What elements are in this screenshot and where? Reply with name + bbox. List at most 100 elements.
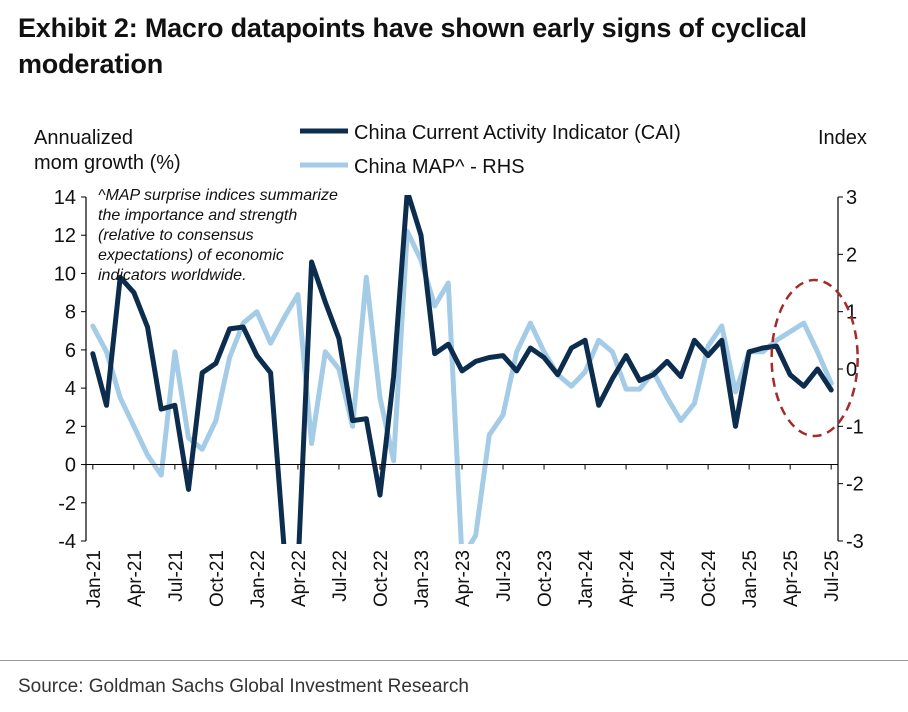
x-tick-label: Oct-22 <box>371 550 392 607</box>
x-tick-label: Jul-22 <box>330 550 351 602</box>
data-point-map <box>213 418 218 423</box>
data-point-cai <box>514 368 519 373</box>
x-tick-label: Oct-23 <box>535 550 556 607</box>
note-line: the importance and strength <box>98 207 297 224</box>
data-point-cai <box>583 338 588 343</box>
data-point-cai <box>651 372 656 377</box>
data-point-cai <box>624 353 629 358</box>
data-point-map <box>569 384 574 389</box>
data-point-cai <box>213 361 218 366</box>
x-tick-label: Jul-21 <box>166 550 187 602</box>
y-tick-label-left: 14 <box>54 187 76 209</box>
y-tick-label-left: 8 <box>65 302 76 324</box>
data-point-cai <box>172 403 177 408</box>
data-point-map <box>378 395 383 400</box>
data-point-cai <box>829 388 834 393</box>
data-point-cai <box>473 359 478 364</box>
data-point-cai <box>268 370 273 375</box>
data-point-map <box>528 321 533 326</box>
data-point-map <box>487 432 492 437</box>
data-point-map <box>610 349 615 354</box>
note-line: indicators worldwide. <box>98 267 247 284</box>
x-tick-label: Jul-24 <box>658 550 679 602</box>
data-point-cai <box>555 372 560 377</box>
data-point-map <box>323 349 328 354</box>
data-point-cai <box>788 372 793 377</box>
y-tick-label-right: 2 <box>846 244 857 266</box>
x-tick-label: Oct-24 <box>699 550 720 607</box>
x-tick-label: Jan-22 <box>248 550 269 608</box>
data-point-cai <box>501 353 506 358</box>
note-line: (relative to consensus <box>98 227 254 244</box>
data-point-cai <box>719 338 724 343</box>
data-point-cai <box>692 338 697 343</box>
data-point-map <box>282 315 287 320</box>
data-point-map <box>159 473 164 478</box>
data-point-map <box>200 447 205 452</box>
data-point-cai <box>542 355 547 360</box>
y-tick-label-left: 12 <box>54 225 76 247</box>
data-point-map <box>90 324 95 329</box>
data-point-map <box>336 367 341 372</box>
data-point-map <box>254 309 259 314</box>
data-point-cai <box>446 342 451 347</box>
data-point-map <box>309 441 314 446</box>
x-tick-label: Apr-22 <box>289 550 310 607</box>
data-point-cai <box>364 416 369 421</box>
y-tick-label-right: -1 <box>846 416 864 438</box>
data-point-cai <box>706 353 711 358</box>
x-tick-label: Jan-25 <box>740 550 761 608</box>
data-point-map <box>268 341 273 346</box>
y-tick-label-right: -3 <box>846 531 864 553</box>
x-tick-label: Jan-24 <box>576 550 597 609</box>
data-point-cai <box>200 370 205 375</box>
highlight-ellipse <box>770 278 859 438</box>
data-point-map <box>596 338 601 343</box>
data-point-cai <box>241 325 246 330</box>
data-point-map <box>624 387 629 392</box>
data-point-cai <box>487 355 492 360</box>
x-tick-label: Jul-25 <box>822 550 843 602</box>
data-point-map <box>104 349 109 354</box>
x-tick-label: Jan-21 <box>84 550 105 608</box>
data-point-cai <box>309 260 314 265</box>
data-point-map <box>637 387 642 392</box>
y-tick-label-left: 0 <box>65 455 76 477</box>
y-tick-label-right: 3 <box>846 187 857 209</box>
data-point-cai <box>186 487 191 492</box>
x-tick-label: Oct-21 <box>207 550 228 607</box>
data-point-map <box>391 458 396 463</box>
note-line: expectations) of economic <box>98 247 284 264</box>
y-tick-label-right: 1 <box>846 302 857 324</box>
data-point-cai <box>610 376 615 381</box>
data-point-map <box>364 275 369 280</box>
data-point-map <box>172 349 177 354</box>
series-line-cai <box>90 195 834 544</box>
data-point-map <box>186 435 191 440</box>
data-point-map <box>706 344 711 349</box>
series-line-map <box>90 228 834 544</box>
data-point-map <box>227 355 232 360</box>
y-axis-left-title-line1: Annualized <box>34 127 133 149</box>
data-point-cai <box>336 336 341 341</box>
data-point-cai <box>323 300 328 305</box>
data-point-map <box>788 329 793 334</box>
note-line: ^MAP surprise indices summarize <box>98 187 338 204</box>
data-point-map <box>733 389 738 394</box>
data-point-map <box>583 369 588 374</box>
data-point-map <box>665 395 670 400</box>
data-point-cai <box>378 493 383 498</box>
y-tick-label-right: -2 <box>846 474 864 496</box>
data-point-cai <box>637 378 642 383</box>
data-point-map <box>719 324 724 329</box>
data-point-cai <box>733 424 738 429</box>
data-point-cai <box>432 351 437 356</box>
data-point-cai <box>569 346 574 351</box>
data-point-cai <box>405 189 410 194</box>
data-point-cai <box>760 346 765 351</box>
data-point-map <box>514 349 519 354</box>
data-point-cai <box>801 384 806 389</box>
data-point-map <box>801 321 806 326</box>
data-point-cai <box>90 351 95 356</box>
